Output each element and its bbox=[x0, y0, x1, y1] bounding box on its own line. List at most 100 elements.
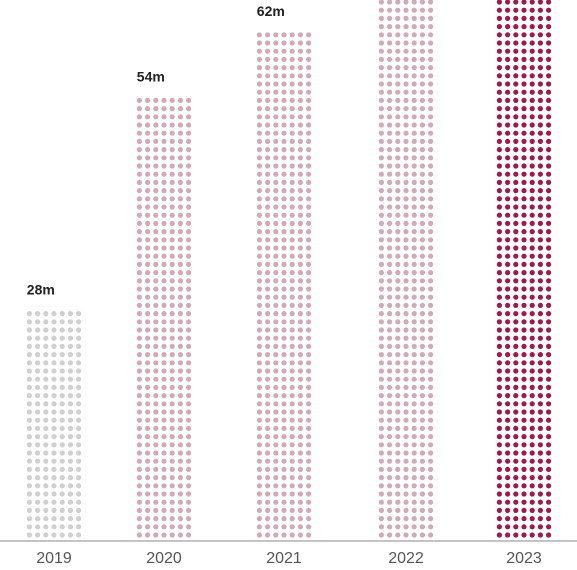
bar-dot bbox=[411, 261, 417, 267]
bar-dot bbox=[297, 294, 303, 300]
bar-dot bbox=[428, 458, 434, 464]
bar-dot bbox=[256, 179, 262, 185]
bar-dot bbox=[403, 450, 409, 456]
bar-dot bbox=[529, 516, 535, 522]
bar-dot bbox=[281, 163, 287, 169]
bar-dot bbox=[505, 311, 511, 317]
bar-dot bbox=[306, 302, 312, 308]
bar-dot bbox=[537, 491, 544, 497]
bar-dot bbox=[177, 524, 183, 530]
bar-dot bbox=[513, 507, 519, 513]
bar-dot bbox=[411, 130, 417, 136]
bar-dot bbox=[537, 270, 544, 276]
bar-dot bbox=[186, 130, 192, 136]
bar-dot bbox=[281, 89, 287, 95]
bar-dot bbox=[378, 212, 384, 218]
bar-dot bbox=[306, 196, 312, 202]
bar-dot bbox=[256, 384, 262, 390]
bar-dot bbox=[521, 229, 527, 235]
bar-dot bbox=[297, 122, 303, 128]
bar-dot bbox=[496, 524, 502, 530]
bar-dot bbox=[265, 499, 271, 505]
bar-dot bbox=[496, 491, 502, 497]
bar-dot bbox=[265, 32, 271, 38]
bar-dot bbox=[546, 138, 552, 144]
bar-dot bbox=[428, 425, 434, 431]
bar-dot bbox=[153, 270, 159, 276]
bar-dot bbox=[35, 335, 41, 341]
bar-dot bbox=[153, 532, 159, 538]
bar-dot bbox=[281, 155, 287, 161]
bar-dot bbox=[169, 327, 175, 333]
bar-dot bbox=[496, 368, 502, 374]
bar-dot bbox=[428, 327, 434, 333]
bar-dot bbox=[51, 335, 57, 341]
bar-dot bbox=[161, 425, 167, 431]
bar-dot bbox=[281, 368, 287, 374]
bar-dot bbox=[496, 147, 502, 153]
bar-dot bbox=[537, 122, 544, 128]
bar-dot bbox=[26, 327, 32, 333]
bar-dot bbox=[145, 220, 151, 226]
bar-dot bbox=[177, 401, 183, 407]
bar-dot bbox=[136, 130, 142, 136]
bar-dot bbox=[403, 368, 409, 374]
bar-dot bbox=[529, 155, 535, 161]
bar-dot bbox=[297, 466, 303, 472]
bar-dot bbox=[51, 434, 57, 440]
bar-dot bbox=[505, 48, 511, 54]
bar-dot bbox=[153, 261, 159, 267]
bar-dot bbox=[153, 417, 159, 423]
bar-dot bbox=[35, 499, 41, 505]
bar-dot bbox=[145, 319, 151, 325]
bar-dot bbox=[505, 270, 511, 276]
bar-dot bbox=[537, 311, 544, 317]
bar-dot bbox=[273, 179, 279, 185]
bar-dot bbox=[177, 155, 183, 161]
bar-dot bbox=[505, 401, 511, 407]
bar-dot bbox=[496, 179, 502, 185]
bar-dot bbox=[378, 458, 384, 464]
bar-dot bbox=[537, 360, 544, 366]
bar-dot bbox=[265, 360, 271, 366]
bar-dot bbox=[281, 376, 287, 382]
bar-dot bbox=[169, 475, 175, 481]
bar-dot bbox=[265, 204, 271, 210]
bar-dot bbox=[496, 409, 502, 415]
bar-dot bbox=[289, 204, 295, 210]
bar-dot bbox=[419, 261, 425, 267]
bar-dot bbox=[306, 352, 312, 358]
bar-dot bbox=[529, 196, 535, 202]
bar-dot bbox=[153, 475, 159, 481]
bar-dot bbox=[387, 163, 393, 169]
bar-dot bbox=[529, 434, 535, 440]
bar-dot bbox=[546, 40, 552, 46]
bar-dot bbox=[265, 311, 271, 317]
bar-dot bbox=[428, 302, 434, 308]
bar-dot bbox=[169, 212, 175, 218]
bar-dot bbox=[496, 499, 502, 505]
bar-dot bbox=[496, 253, 502, 259]
bar-dot bbox=[281, 483, 287, 489]
bar-dot bbox=[59, 393, 65, 399]
bar-dot bbox=[513, 352, 519, 358]
bar-dot bbox=[306, 532, 312, 538]
bar-dot bbox=[378, 319, 384, 325]
bar-dot bbox=[169, 114, 175, 120]
bar-dot bbox=[521, 138, 527, 144]
bar-dot bbox=[395, 417, 401, 423]
bar-dot bbox=[161, 97, 167, 103]
bar-dot bbox=[419, 40, 425, 46]
bar-dot bbox=[546, 343, 552, 349]
bar-dot bbox=[546, 360, 552, 366]
bar-dot bbox=[521, 130, 527, 136]
bar-dot bbox=[428, 491, 434, 497]
bar-dot bbox=[411, 106, 417, 112]
bar-dot bbox=[265, 237, 271, 243]
bar-dot bbox=[281, 499, 287, 505]
bar-dot bbox=[153, 483, 159, 489]
bar-dot bbox=[35, 450, 41, 456]
bar-dot bbox=[513, 270, 519, 276]
bar-dot bbox=[289, 352, 295, 358]
bar-dot bbox=[537, 237, 544, 243]
